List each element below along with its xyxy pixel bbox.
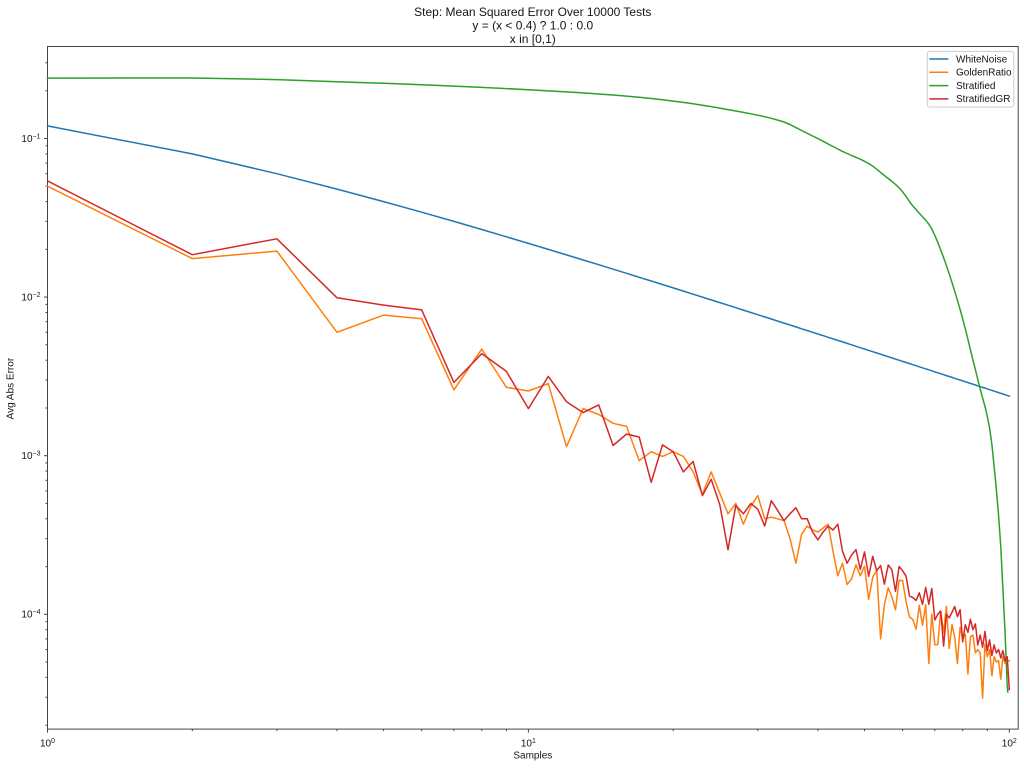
svg-text:102: 102 (1002, 738, 1017, 750)
svg-text:100: 100 (40, 738, 55, 750)
svg-text:10−4: 10−4 (21, 609, 40, 621)
svg-text:Step: Mean Squared Error Over: Step: Mean Squared Error Over 10000 Test… (414, 5, 651, 19)
svg-text:Avg Abs Error: Avg Abs Error (6, 357, 17, 419)
svg-text:10−1: 10−1 (21, 133, 40, 145)
svg-text:10−2: 10−2 (21, 292, 40, 304)
svg-text:y = (x < 0.4) ? 1.0 : 0.0: y = (x < 0.4) ? 1.0 : 0.0 (472, 19, 593, 33)
svg-text:Samples: Samples (513, 751, 552, 762)
svg-text:101: 101 (521, 738, 536, 750)
svg-text:WhiteNoise: WhiteNoise (956, 54, 1008, 65)
svg-text:10−3: 10−3 (21, 451, 40, 463)
svg-text:Stratified: Stratified (956, 81, 995, 92)
svg-text:x in [0,1): x in [0,1) (510, 32, 556, 46)
svg-text:StratifiedGR: StratifiedGR (956, 94, 1010, 105)
svg-text:GoldenRatio: GoldenRatio (956, 68, 1012, 79)
